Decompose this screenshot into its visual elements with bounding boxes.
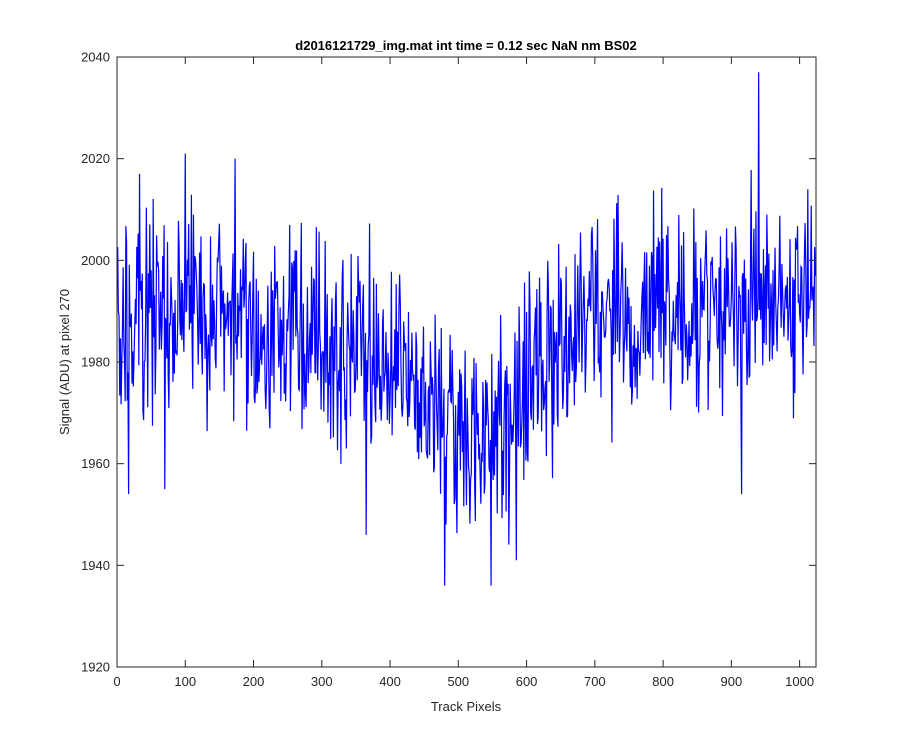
- x-tick-label: 500: [447, 674, 469, 689]
- y-tick-label: 1960: [81, 456, 110, 471]
- x-tick-label: 600: [516, 674, 538, 689]
- chart-title: d2016121729_img.mat int time = 0.12 sec …: [295, 38, 636, 53]
- y-tick-label: 2000: [81, 253, 110, 268]
- x-tick-label: 900: [721, 674, 743, 689]
- x-tick-label: 700: [584, 674, 606, 689]
- x-tick-label: 800: [652, 674, 674, 689]
- x-tick-label: 100: [174, 674, 196, 689]
- x-tick-label: 400: [379, 674, 401, 689]
- y-tick-label: 2020: [81, 151, 110, 166]
- x-axis-ticks: 0 100 200 300 400 500 600 700 800 900 1000: [113, 57, 814, 689]
- x-tick-label: 300: [311, 674, 333, 689]
- series-line-signal: [117, 72, 817, 586]
- x-axis-label: Track Pixels: [431, 699, 502, 714]
- series-layer: [117, 72, 817, 586]
- y-axis-ticks: 1920 1940 1960 1980 2000 2020 2040: [81, 50, 816, 675]
- x-tick-label: 1000: [785, 674, 814, 689]
- y-tick-label: 2040: [81, 50, 110, 65]
- y-tick-label: 1920: [81, 660, 110, 675]
- x-tick-label: 200: [243, 674, 265, 689]
- plot-area: [117, 57, 816, 667]
- x-tick-label: 0: [113, 674, 120, 689]
- y-axis-label: Signal (ADU) at pixel 270: [57, 289, 72, 435]
- y-tick-label: 1980: [81, 355, 110, 370]
- y-tick-label: 1940: [81, 558, 110, 573]
